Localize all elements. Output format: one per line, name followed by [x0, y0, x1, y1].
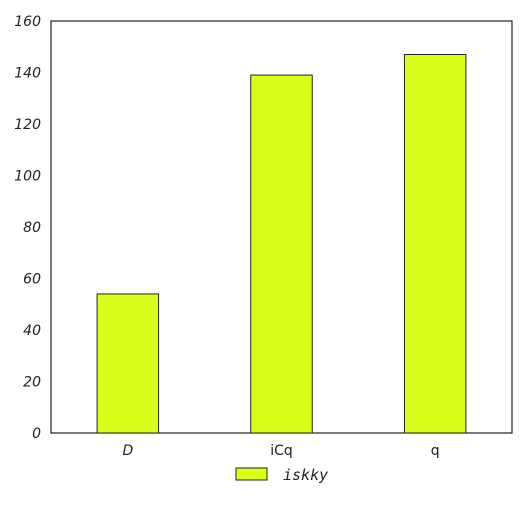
y-tick-label: 160: [14, 14, 41, 30]
y-tick-label: 20: [23, 375, 41, 391]
y-tick-label: 60: [23, 272, 41, 288]
bar: [96, 293, 160, 434]
y-tick-label: 40: [23, 323, 41, 339]
bar-group: [96, 53, 467, 434]
y-tick-label: 120: [14, 117, 41, 133]
bar: [403, 53, 467, 434]
legend: iskky: [235, 466, 328, 484]
y-tick-label: 80: [23, 220, 41, 236]
x-tick-label: iCq: [270, 443, 293, 459]
y-tick-label: 0: [32, 426, 41, 442]
x-tick-label: q: [431, 443, 440, 459]
y-tick-label: 100: [14, 169, 41, 185]
bar: [250, 74, 313, 434]
y-tick-label: 140: [14, 66, 41, 82]
legend-label: iskky: [283, 466, 328, 484]
y-axis: 0 20 40 60 80 100 120 140 160: [14, 14, 41, 442]
legend-swatch: [235, 467, 268, 481]
x-tick-label: D: [122, 443, 133, 459]
